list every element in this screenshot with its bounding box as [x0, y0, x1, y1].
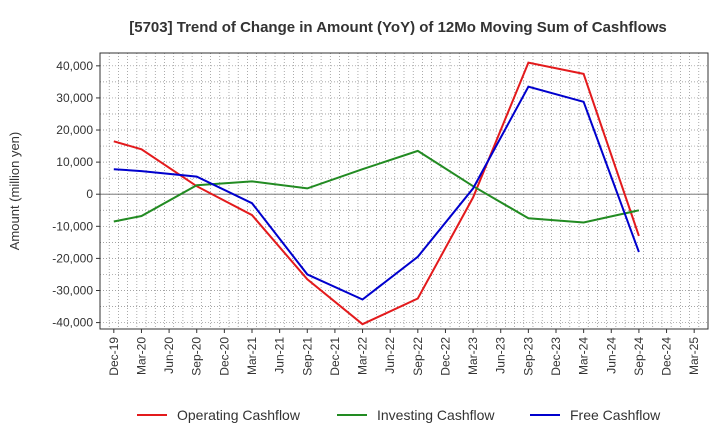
x-tick-label: Dec-21	[328, 337, 342, 376]
x-tick-label: Jun-24	[604, 337, 618, 374]
legend: Operating Cashflow Investing Cashflow Free…	[137, 407, 661, 423]
y-axis-label: Amount (million yen)	[7, 132, 22, 251]
y-tick-label: -10,000	[52, 219, 93, 233]
x-tick-label: Mar-21	[245, 337, 259, 375]
x-tick-label: Mar-23	[466, 337, 480, 375]
grid-lines	[100, 53, 708, 329]
x-tick-label: Mar-25	[687, 337, 701, 375]
series-lines	[113, 61, 640, 326]
y-tick-label: -40,000	[52, 316, 93, 330]
y-tick-label: 20,000	[56, 123, 93, 137]
x-tick-label: Jun-20	[162, 337, 176, 374]
x-tick-label: Dec-24	[660, 337, 674, 376]
chart-title: [5703] Trend of Change in Amount (YoY) o…	[129, 19, 667, 36]
x-tick-label: Sep-24	[632, 337, 646, 376]
legend-label: Operating Cashflow	[177, 407, 301, 423]
x-tick-label: Sep-23	[521, 337, 535, 376]
series-line-investing-cashflow	[113, 149, 640, 224]
x-tick-label: Dec-22	[438, 337, 452, 376]
x-tick-label: Sep-22	[411, 337, 425, 376]
series-line-free-cashflow	[113, 85, 640, 301]
plot-border	[99, 52, 709, 330]
x-axis-ticks: Dec-19 Mar-20 Jun-20 Sep-20 Dec-20 Mar-21 Jun-…	[107, 329, 701, 376]
y-tick-label: 10,000	[56, 155, 93, 169]
y-tick-label: -20,000	[52, 251, 93, 265]
y-tick-label: 40,000	[56, 59, 93, 73]
y-axis-ticks: 40,000 30,000 20,000 10,000 0 -10,000 -20,000 -…	[52, 59, 100, 330]
x-tick-label: Dec-20	[217, 337, 231, 376]
legend-label: Free Cashflow	[570, 407, 661, 423]
x-tick-label: Sep-20	[190, 337, 204, 376]
x-tick-label: Sep-21	[300, 337, 314, 376]
x-tick-label: Jun-21	[273, 337, 287, 374]
x-tick-label: Dec-19	[107, 337, 121, 376]
x-tick-label: Mar-20	[134, 337, 148, 375]
x-tick-label: Jun-23	[494, 337, 508, 374]
x-tick-label: Mar-22	[356, 337, 370, 375]
legend-label: Investing Cashflow	[377, 407, 495, 423]
x-tick-label: Jun-22	[383, 337, 397, 374]
x-tick-label: Mar-24	[577, 337, 591, 375]
y-tick-label: 30,000	[56, 91, 93, 105]
y-tick-label: -30,000	[52, 283, 93, 297]
y-tick-label: 0	[86, 187, 93, 201]
x-tick-label: Dec-23	[549, 337, 563, 376]
